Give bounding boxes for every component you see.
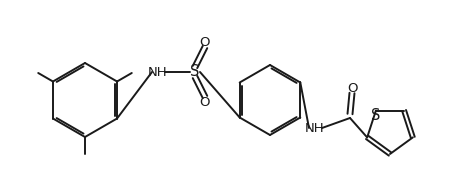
Text: NH: NH (148, 66, 168, 79)
Text: O: O (347, 82, 357, 95)
Text: S: S (371, 108, 381, 123)
Text: S: S (190, 65, 200, 80)
Text: NH: NH (305, 121, 325, 135)
Text: O: O (200, 35, 210, 49)
Text: O: O (200, 96, 210, 108)
